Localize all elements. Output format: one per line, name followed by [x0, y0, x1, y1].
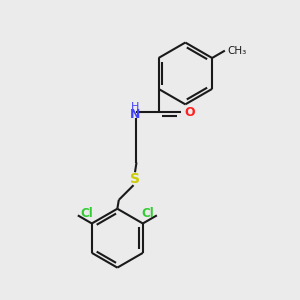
Text: Cl: Cl	[141, 207, 154, 220]
Text: O: O	[184, 106, 195, 119]
Text: Cl: Cl	[81, 207, 94, 220]
Text: N: N	[130, 108, 140, 121]
Text: H: H	[131, 102, 139, 112]
Text: S: S	[130, 172, 140, 186]
Text: CH₃: CH₃	[227, 46, 247, 56]
